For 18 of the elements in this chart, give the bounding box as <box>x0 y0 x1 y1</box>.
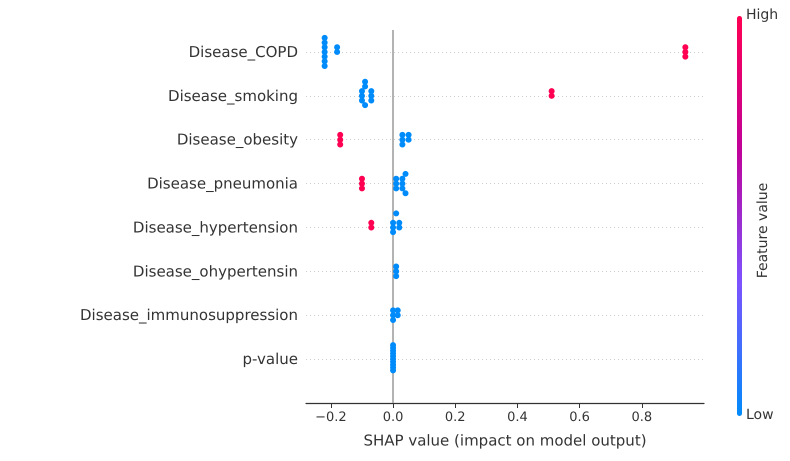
x-tick-label: 0.6 <box>569 410 590 425</box>
x-tick-label: 0.0 <box>382 410 404 425</box>
y-tick-label: Disease_obesity <box>176 130 298 149</box>
y-tick-label: Disease_pneumonia <box>147 174 298 193</box>
y-tick-label: Disease_hypertension <box>132 218 298 236</box>
color-bar-label: Low <box>746 407 774 423</box>
color-bar-label: High <box>746 7 778 23</box>
x-axis-title: SHAP value (impact on model output) <box>363 432 647 450</box>
y-tick-label: Disease_COPD <box>188 42 298 61</box>
y-tick-label: Disease_immunosuppression <box>80 306 298 324</box>
x-tick-label: 0.2 <box>444 410 466 425</box>
x-tick-label: 0.8 <box>631 410 652 425</box>
color-bar-title: Feature value <box>755 182 771 278</box>
y-tick-label: Disease_smoking <box>168 86 298 105</box>
y-tick-label: p-value <box>242 350 298 368</box>
x-tick-label: −0.2 <box>315 410 347 425</box>
y-tick-label: Disease_ohypertensin <box>132 262 298 280</box>
x-tick-label: 0.4 <box>507 410 528 425</box>
